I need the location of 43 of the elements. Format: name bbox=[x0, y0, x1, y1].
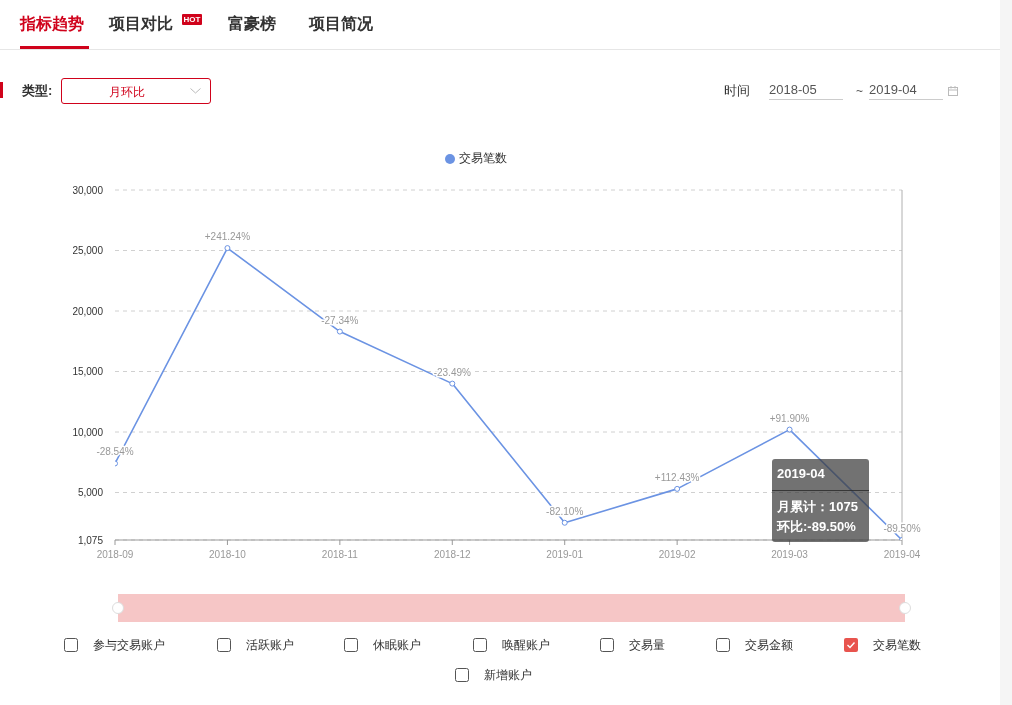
hot-badge: HOT bbox=[182, 14, 202, 25]
x-tick-label: 2019-03 bbox=[771, 549, 809, 561]
date-field: 2018-05 bbox=[769, 81, 843, 100]
text: 类型: bbox=[22, 83, 53, 99]
text: 交易量 bbox=[629, 637, 665, 653]
text: 指标趋势 bbox=[20, 14, 84, 34]
legend-label: 交易笔数 bbox=[459, 151, 507, 165]
x-tick-label: 2019-02 bbox=[658, 549, 696, 561]
text: 新增账户 bbox=[484, 667, 532, 683]
annotation: +91.90% bbox=[769, 412, 810, 424]
annotation: 月累计：1075 bbox=[777, 499, 858, 515]
text: 交易笔数 bbox=[873, 637, 921, 653]
text: 活跃账户 bbox=[246, 637, 294, 653]
y-tick-label: 15,000 bbox=[72, 366, 104, 378]
text: ~ bbox=[856, 83, 864, 99]
x-tick-label: 2019-04 bbox=[883, 549, 921, 561]
x-tick-label: 2018-09 bbox=[96, 549, 134, 561]
y-tick-label: 25,000 bbox=[72, 245, 104, 257]
dropdown: 月环比 bbox=[61, 78, 211, 104]
text: 休眠账户 bbox=[373, 637, 421, 653]
x-tick-label: 2018-10 bbox=[209, 549, 247, 561]
y-tick-label: 10,000 bbox=[72, 426, 104, 438]
x-tick-label: 2018-11 bbox=[321, 549, 359, 561]
text: 时间 bbox=[724, 83, 750, 99]
annotation: -23.49% bbox=[433, 366, 472, 378]
x-tick-label: 2019-01 bbox=[546, 549, 584, 561]
tooltip: 2019-04 月累计：1075 环比:-89.50% bbox=[772, 459, 869, 542]
text: 项目简况 bbox=[309, 14, 373, 34]
text: 交易金额 bbox=[745, 637, 793, 653]
text: 唤醒账户 bbox=[502, 637, 550, 653]
y-tick-label: 5,000 bbox=[77, 487, 104, 499]
y-tick-label: 20,000 bbox=[72, 305, 104, 317]
text: 项目对比 bbox=[109, 14, 173, 34]
annotation: 2019-04 bbox=[777, 466, 825, 482]
y-tick-label: 30,000 bbox=[72, 184, 104, 196]
text: 富豪榜 bbox=[228, 14, 276, 34]
x-tick-label: 2018-12 bbox=[433, 549, 472, 561]
date-field: 2019-04 bbox=[869, 81, 943, 100]
annotation: +112.43% bbox=[654, 471, 700, 483]
annotation: 环比:-89.50% bbox=[777, 519, 856, 535]
y-tick-label: 1,075 bbox=[77, 534, 104, 546]
text: 参与交易账户 bbox=[93, 637, 165, 653]
annotation: +241.24% bbox=[204, 231, 251, 243]
